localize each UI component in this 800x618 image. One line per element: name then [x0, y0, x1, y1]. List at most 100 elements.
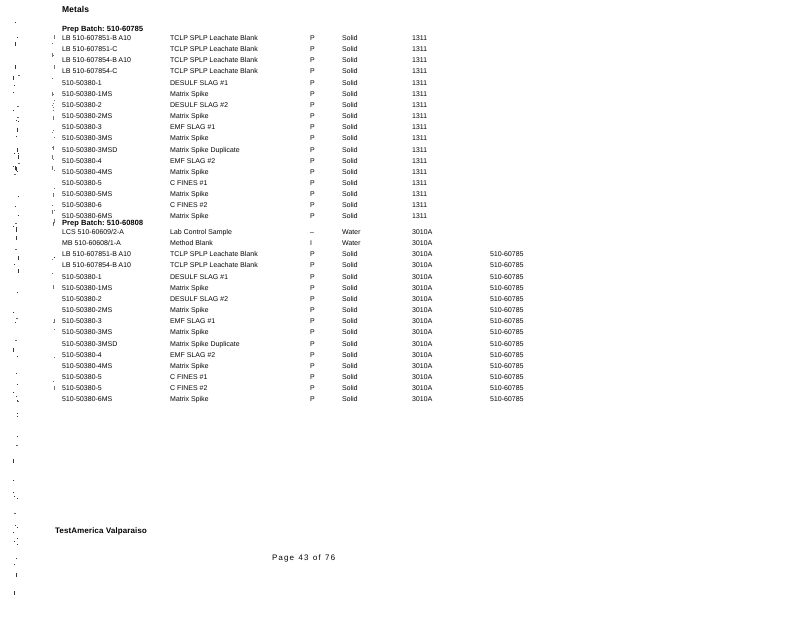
- matrix-value: Solid: [342, 251, 358, 259]
- table-row: 510-50380-4MS Matrix Spike P Solid 1311: [0, 169, 800, 180]
- client-sample-id: DESULF SLAG #1: [170, 79, 228, 87]
- scan-artifact: [16, 396, 17, 397]
- method-value: 1311: [412, 124, 428, 132]
- client-sample-id: EMF SLAG #2: [170, 157, 216, 165]
- scan-artifact: [13, 110, 14, 111]
- scan-artifact: [14, 174, 16, 175]
- scan-artifact: [17, 106, 19, 107]
- method-value: 1311: [412, 157, 428, 165]
- prep-type: P: [310, 68, 315, 76]
- lab-sample-id: 510-50380-5: [62, 179, 102, 187]
- prep-type: P: [310, 79, 315, 87]
- lab-sample-id: 510-50380-3: [62, 124, 102, 132]
- matrix-value: Solid: [342, 373, 358, 381]
- matrix-value: Solid: [342, 340, 358, 348]
- scan-artifact: [13, 348, 14, 352]
- method-value: 3010A: [412, 229, 433, 236]
- client-sample-id: Matrix Spike: [170, 135, 209, 143]
- table-row: LB 510-607851-B A10 TCLP SPLP Leachate Bl…: [0, 35, 800, 46]
- matrix-value: Solid: [342, 385, 358, 393]
- scan-artifact: [17, 400, 18, 401]
- prep-type: P: [310, 113, 315, 121]
- scan-artifact: [16, 445, 18, 446]
- matrix-value: Solid: [342, 191, 358, 199]
- scan-artifact: [14, 591, 15, 595]
- scan-artifact: [14, 85, 15, 86]
- client-sample-id: Matrix Spike: [170, 307, 209, 315]
- scan-artifact: [52, 155, 53, 159]
- lab-sample-id: 510-50380-5MS: [62, 191, 113, 199]
- table-row: 510-50380-2 DESULF SLAG #2 P Solid 1311: [0, 102, 800, 113]
- scan-artifact: [54, 65, 55, 69]
- method-value: 3010A: [412, 262, 433, 270]
- table-row: 510-50380-2 DESULF SLAG #2 P Solid 3010A 510-…: [0, 296, 800, 307]
- table-row: LB 510-607854-B A10 TCLP SPLP Leachate Bl…: [0, 57, 800, 68]
- table-row: 510-50380-3 EMF SLAG #1 P Solid 3010A 510-607…: [0, 318, 800, 329]
- client-sample-id: Matrix Spike: [170, 191, 209, 199]
- lab-sample-id: LB 510-607851-B A10: [62, 251, 131, 259]
- table-row: 510-50380-2MS Matrix Spike P Solid 1311: [0, 113, 800, 124]
- matrix-value: Solid: [342, 101, 358, 109]
- scan-artifact: [53, 55, 54, 56]
- table-row: 510-50380-3 EMF SLAG #1 P Solid 1311: [0, 124, 800, 135]
- scan-artifact: [13, 532, 14, 533]
- scan-artifact: [17, 413, 18, 414]
- lab-sample-id: 510-50380-6: [62, 202, 102, 210]
- client-sample-id: DESULF SLAG #1: [170, 273, 228, 281]
- lab-sample-id: 510-50380-2MS: [62, 307, 113, 315]
- client-sample-id: Lab Control Sample: [170, 229, 232, 236]
- scan-artifact: [14, 513, 16, 514]
- lab-sample-id: 510-50380-1MS: [62, 284, 113, 292]
- lab-sample-id: 510-50380-4: [62, 157, 102, 165]
- client-sample-id: C FINES #2: [170, 202, 208, 210]
- table-row: MB 510-60608/1-A Method Blank I Water 3010A: [0, 240, 800, 251]
- client-sample-id: TCLP SPLP Leachate Blank: [170, 57, 258, 65]
- scan-artifact: [54, 329, 55, 330]
- table-header-clipped: Lab Sample IDClient Sample IDPrep TypeMa…: [62, 13, 532, 18]
- lab-sample-id: 510-50380-4MS: [62, 362, 113, 370]
- scan-artifact: [53, 381, 54, 382]
- scan-artifact: [54, 137, 55, 138]
- scan-artifact: [17, 292, 18, 293]
- prep-type: P: [310, 168, 315, 176]
- scan-artifact: [52, 132, 53, 133]
- scan-artifact: [17, 117, 19, 118]
- client-sample-id: TCLP SPLP Leachate Blank: [170, 262, 258, 270]
- scan-artifact: [14, 564, 15, 565]
- method-value: 1311: [412, 213, 428, 221]
- matrix-value: Solid: [342, 396, 358, 404]
- matrix-value: Solid: [342, 273, 358, 281]
- lab-sample-id: 510-50380-2: [62, 295, 102, 303]
- client-sample-id: Matrix Spike: [170, 168, 209, 176]
- prep-type: P: [310, 124, 315, 132]
- scan-artifact: [54, 219, 55, 223]
- table-row: 510-50380-1 DESULF SLAG #1 P Solid 1311: [0, 80, 800, 91]
- scan-artifact: [13, 166, 14, 167]
- lab-sample-id: LB 510-607854-C: [62, 68, 118, 76]
- prep-type: P: [310, 307, 315, 315]
- scan-artifact: [17, 37, 18, 38]
- scan-artifact: [18, 269, 19, 273]
- method-value: 1311: [412, 46, 428, 54]
- scan-artifact: [16, 236, 17, 240]
- table-row: 510-50380-6MS Matrix Spike P Solid 3010A 510-…: [0, 396, 800, 407]
- scan-artifact: [16, 573, 17, 577]
- scan-artifact: [13, 76, 14, 80]
- scan-artifact: [13, 226, 14, 227]
- scan-artifact: [18, 196, 19, 197]
- prep-type: P: [310, 284, 315, 292]
- matrix-value: Solid: [342, 68, 358, 76]
- prep-batch-label: Prep Batch: 510-60785: [62, 24, 144, 33]
- lab-sample-id: 510-50380-3MSD: [62, 340, 118, 348]
- section-title: Metals: [62, 4, 90, 14]
- scan-artifact: [17, 538, 18, 539]
- matrix-value: Solid: [342, 318, 358, 326]
- prep-batch-ref: 510-60785: [490, 307, 524, 315]
- method-value: 1311: [412, 168, 428, 176]
- client-sample-id: Matrix Spike: [170, 284, 209, 292]
- prep-type: P: [310, 340, 315, 348]
- scan-artifact: [16, 120, 17, 121]
- table-row: 510-50380-5 C FINES #1 P Solid 1311: [0, 180, 800, 191]
- method-value: 1311: [412, 191, 428, 199]
- table-row: 510-50380-3MSD Matrix Spike Duplicate P Sol…: [0, 341, 800, 352]
